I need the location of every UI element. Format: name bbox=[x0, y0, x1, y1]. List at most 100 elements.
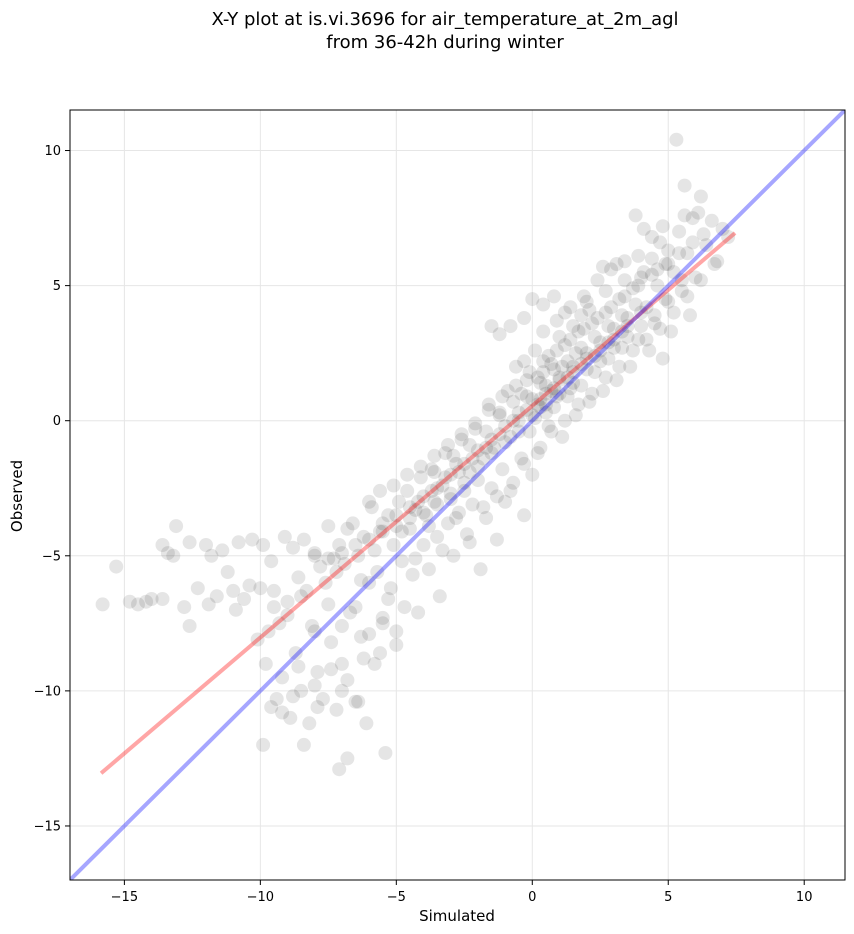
data-point bbox=[533, 375, 548, 390]
data-point bbox=[615, 340, 629, 355]
data-point bbox=[552, 386, 567, 401]
data-point bbox=[585, 316, 600, 331]
data-point bbox=[511, 405, 526, 420]
data-point bbox=[658, 292, 673, 307]
data-point bbox=[359, 716, 374, 731]
data-point bbox=[517, 456, 532, 471]
data-point bbox=[500, 384, 515, 398]
identity-line bbox=[70, 110, 845, 880]
data-point bbox=[139, 594, 154, 609]
data-point bbox=[574, 378, 589, 393]
data-point bbox=[612, 359, 627, 374]
data-point bbox=[487, 440, 502, 455]
data-point bbox=[552, 370, 567, 385]
data-point bbox=[552, 329, 567, 344]
data-point bbox=[386, 478, 401, 493]
data-point bbox=[623, 359, 638, 374]
x-tick-label: −5 bbox=[387, 890, 406, 905]
data-point bbox=[664, 324, 678, 339]
data-point bbox=[498, 494, 513, 509]
reference-lines bbox=[70, 110, 845, 880]
data-point bbox=[468, 421, 483, 436]
data-point bbox=[511, 413, 526, 428]
data-point bbox=[315, 692, 330, 706]
data-point bbox=[533, 440, 548, 455]
data-point bbox=[321, 551, 336, 566]
data-point bbox=[405, 567, 420, 582]
x-tick-label: 0 bbox=[528, 890, 536, 905]
y-tick-label: 5 bbox=[53, 279, 61, 294]
data-point bbox=[209, 589, 224, 604]
data-point bbox=[348, 600, 363, 615]
data-point bbox=[334, 619, 349, 633]
data-point bbox=[549, 389, 564, 404]
data-point bbox=[672, 246, 687, 261]
data-point bbox=[462, 535, 477, 550]
data-point bbox=[272, 616, 287, 631]
data-point bbox=[408, 551, 423, 566]
data-point bbox=[457, 475, 472, 490]
data-point bbox=[552, 373, 567, 388]
data-point bbox=[606, 332, 621, 347]
data-point bbox=[256, 538, 271, 552]
data-point bbox=[489, 489, 504, 504]
data-point bbox=[454, 427, 469, 442]
data-point bbox=[367, 656, 382, 671]
data-point bbox=[310, 665, 325, 679]
data-point bbox=[517, 508, 532, 523]
data-point bbox=[280, 594, 295, 609]
data-point bbox=[313, 559, 328, 574]
data-point bbox=[650, 278, 665, 293]
data-point bbox=[683, 308, 697, 323]
data-point bbox=[634, 270, 649, 285]
data-point bbox=[547, 362, 561, 377]
data-point bbox=[155, 538, 170, 552]
data-point bbox=[362, 494, 377, 509]
data-point bbox=[307, 548, 322, 563]
data-point bbox=[533, 392, 548, 407]
data-point bbox=[639, 332, 654, 347]
data-point bbox=[348, 538, 363, 552]
data-point bbox=[479, 440, 494, 455]
data-point bbox=[601, 351, 616, 366]
data-point bbox=[427, 448, 442, 463]
data-point bbox=[547, 289, 561, 304]
data-point bbox=[451, 505, 466, 520]
data-point bbox=[525, 408, 540, 423]
data-point bbox=[536, 297, 551, 312]
data-point bbox=[617, 273, 632, 288]
data-point bbox=[470, 473, 485, 488]
data-point bbox=[228, 602, 243, 617]
data-point bbox=[528, 411, 542, 425]
data-point bbox=[699, 238, 714, 253]
y-tick-label: 0 bbox=[53, 414, 61, 429]
data-point bbox=[555, 429, 570, 444]
data-point bbox=[416, 538, 431, 552]
data-point bbox=[109, 559, 124, 574]
data-point bbox=[612, 292, 627, 307]
data-point bbox=[598, 370, 613, 385]
data-point bbox=[503, 429, 518, 444]
data-point bbox=[566, 365, 581, 380]
data-point bbox=[530, 370, 545, 385]
data-point bbox=[492, 405, 507, 420]
data-point bbox=[389, 508, 404, 523]
data-point bbox=[408, 502, 423, 517]
data-point bbox=[631, 278, 646, 293]
data-point bbox=[495, 462, 510, 477]
data-point bbox=[566, 319, 581, 334]
data-point bbox=[530, 446, 545, 461]
data-point bbox=[560, 389, 575, 404]
data-point bbox=[479, 424, 494, 439]
data-point bbox=[503, 483, 518, 498]
data-point bbox=[356, 529, 371, 544]
data-point bbox=[261, 624, 276, 639]
data-point bbox=[307, 624, 322, 639]
data-point bbox=[593, 354, 608, 369]
data-point bbox=[669, 132, 684, 147]
data-point bbox=[400, 483, 415, 498]
data-point bbox=[544, 384, 559, 398]
data-point bbox=[402, 511, 417, 525]
data-point bbox=[568, 346, 583, 361]
data-point bbox=[519, 373, 534, 388]
